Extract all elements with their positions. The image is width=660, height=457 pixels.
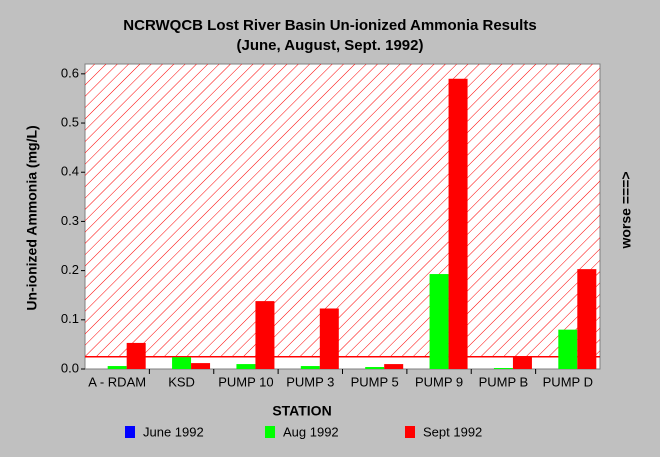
chart-subtitle: (June, August, Sept. 1992) — [237, 37, 424, 54]
bar — [429, 274, 449, 369]
bar — [319, 308, 339, 369]
hatched-zone — [85, 64, 600, 357]
y-tick-label: 0.5 — [61, 114, 79, 129]
legend-swatch — [265, 426, 275, 438]
chart-title: NCRWQCB Lost River Basin Un-ionized Ammo… — [123, 17, 536, 34]
bar — [172, 357, 192, 369]
bar — [255, 301, 275, 369]
y-tick-label: 0.0 — [61, 360, 79, 375]
bar — [236, 364, 256, 369]
x-tick-label: PUMP 3 — [286, 374, 334, 389]
y-tick-label: 0.2 — [61, 262, 79, 277]
bar — [300, 366, 320, 369]
bar — [126, 342, 146, 369]
x-tick-label: PUMP B — [479, 374, 529, 389]
bar — [558, 329, 578, 369]
legend-swatch — [125, 426, 135, 438]
y-tick-label: 0.6 — [61, 65, 79, 80]
bar — [384, 364, 404, 369]
x-axis-title: STATION — [272, 403, 331, 419]
x-tick-label: PUMP 10 — [218, 374, 273, 389]
bar — [577, 269, 597, 369]
y-tick-label: 0.1 — [61, 311, 79, 326]
legend-label: Aug 1992 — [283, 424, 339, 439]
x-tick-label: PUMP 9 — [415, 374, 463, 389]
x-tick-label: A - RDAM — [88, 374, 146, 389]
x-tick-label: PUMP 5 — [351, 374, 399, 389]
y-tick-label: 0.3 — [61, 213, 79, 228]
y-tick-label: 0.4 — [61, 164, 79, 179]
bar — [365, 367, 385, 369]
legend-label: June 1992 — [143, 424, 204, 439]
x-tick-label: PUMP D — [543, 374, 593, 389]
y-axis-title: Un-ionized Ammonia (mg/L) — [24, 125, 40, 310]
bar — [493, 368, 513, 369]
legend-label: Sept 1992 — [423, 424, 482, 439]
side-note: worse ===> — [618, 171, 634, 249]
bar — [191, 363, 211, 369]
x-tick-label: KSD — [168, 374, 195, 389]
bar — [448, 78, 468, 370]
bar — [512, 356, 532, 369]
legend-swatch — [405, 426, 415, 438]
bar — [107, 366, 127, 369]
